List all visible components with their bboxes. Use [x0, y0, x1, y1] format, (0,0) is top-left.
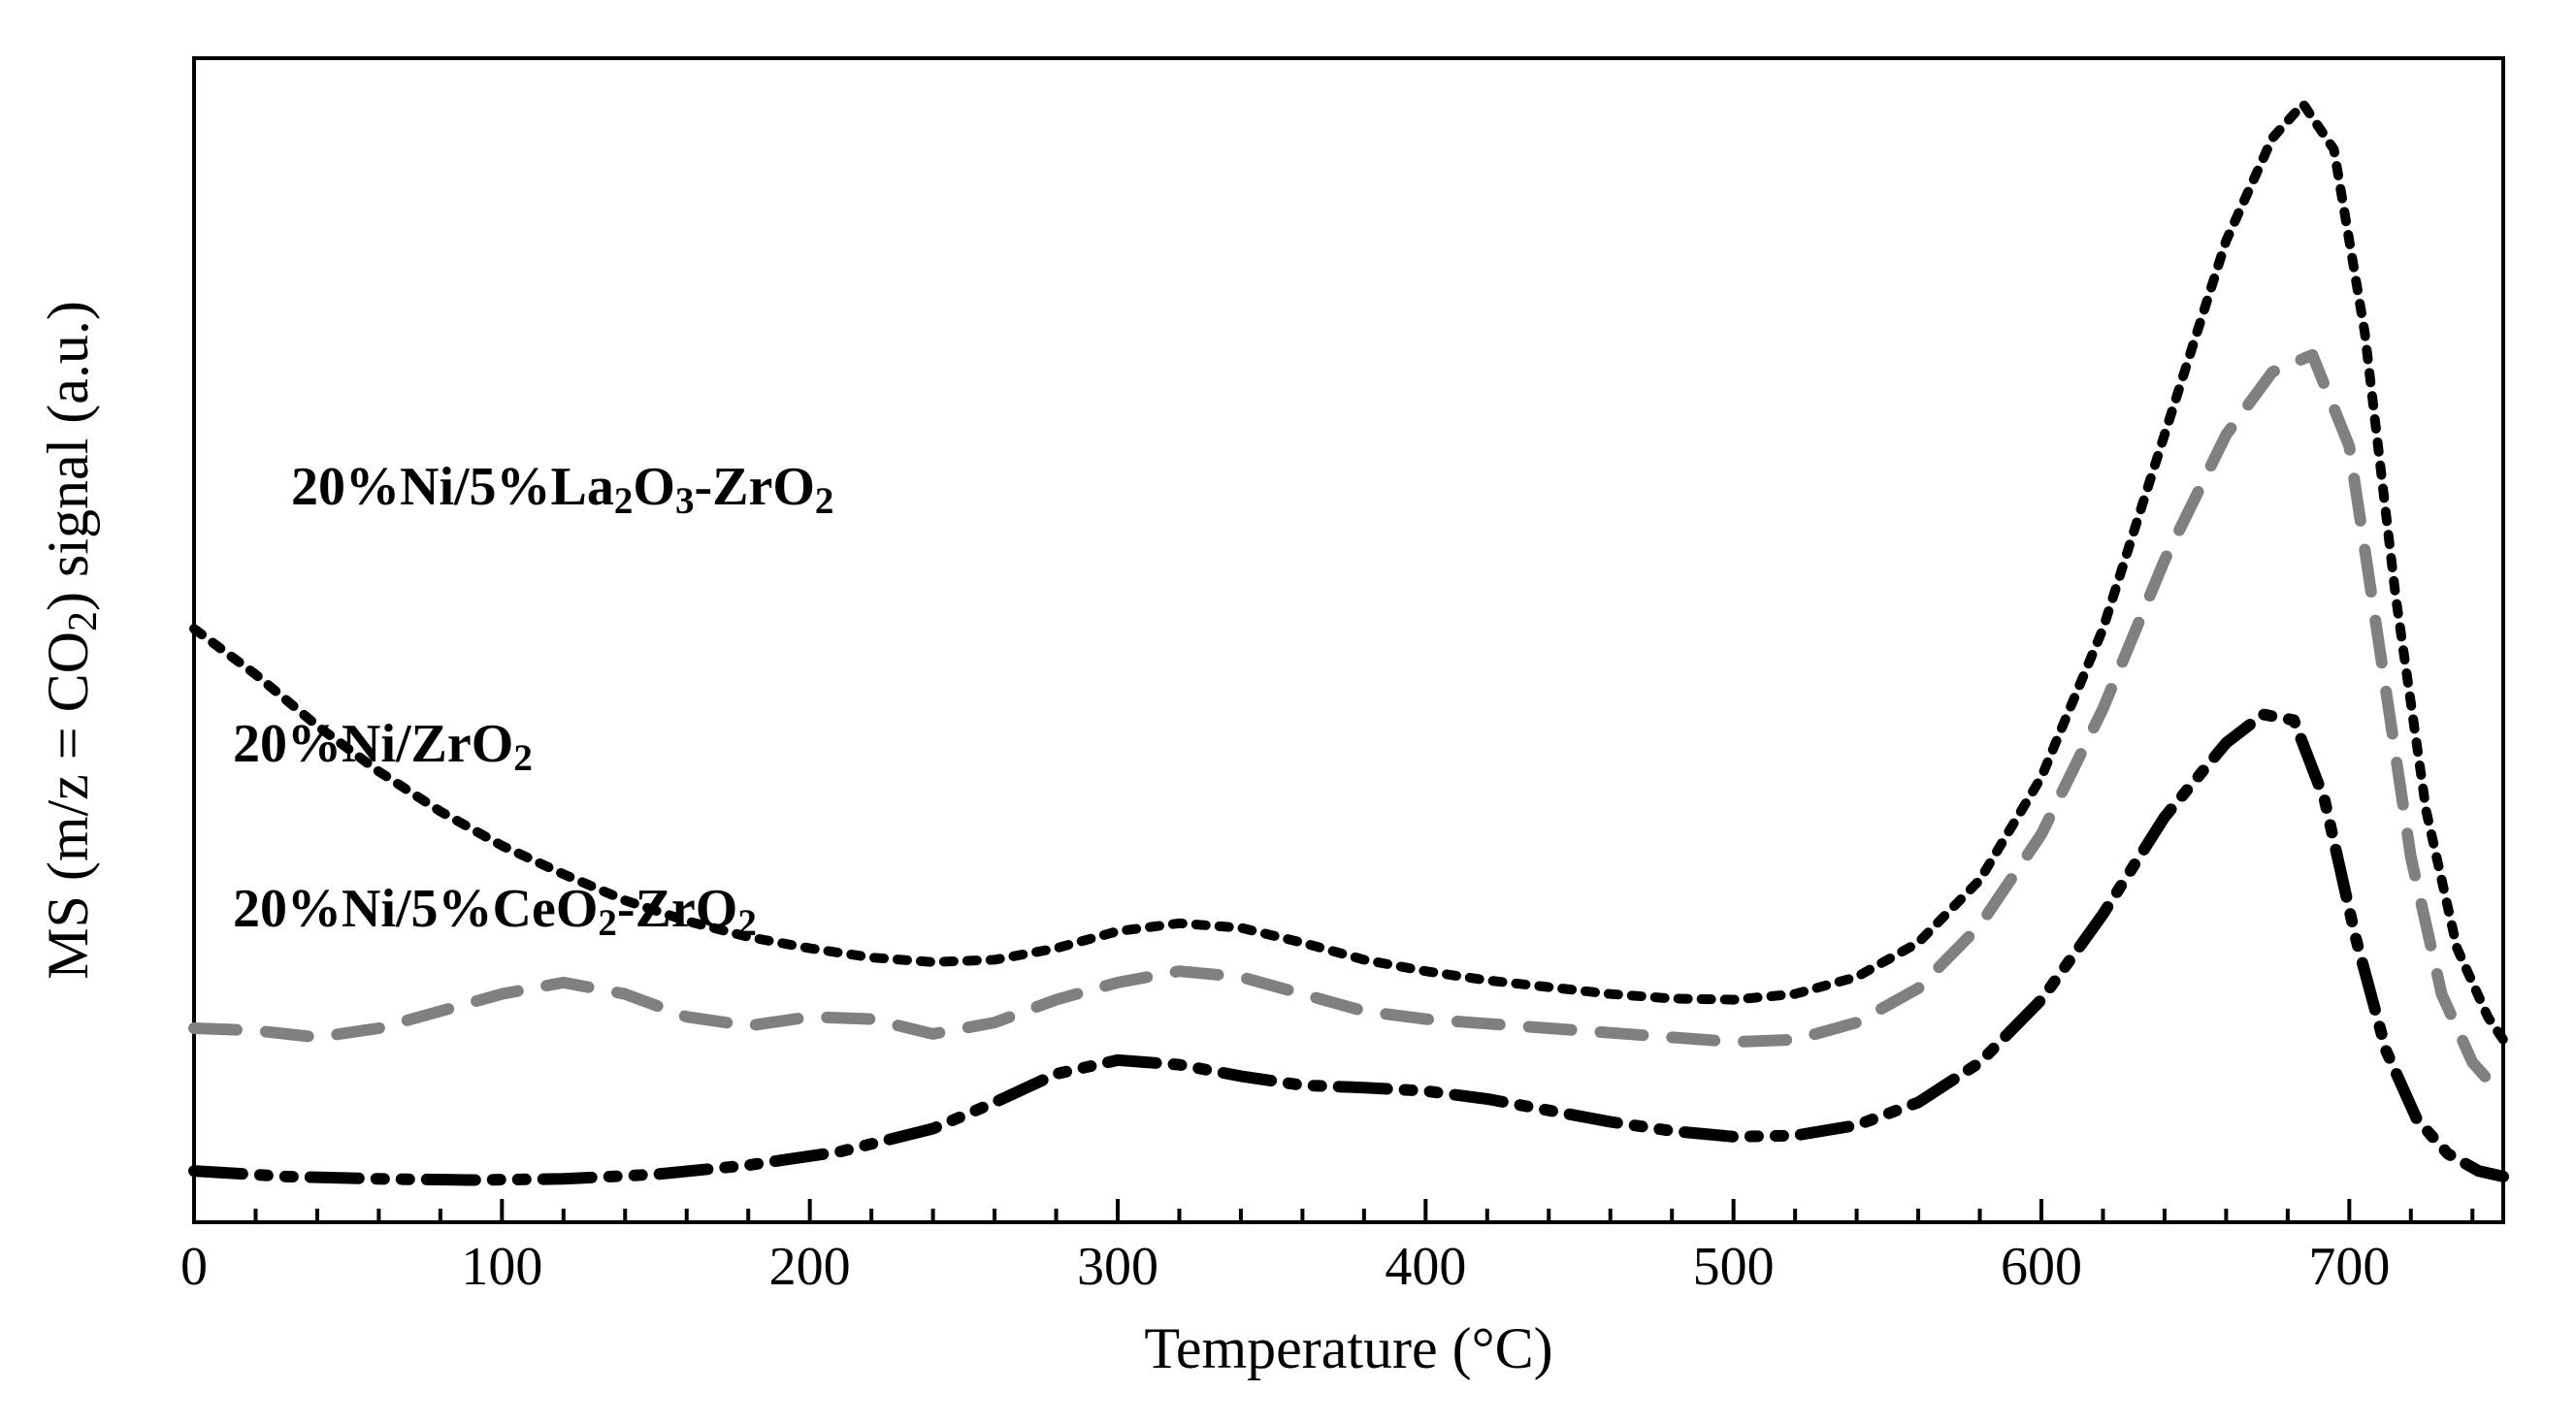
x-tick-label: 100 [461, 1237, 542, 1297]
figure-container: 0 100 200 300 400 500 600 700 Temperature (°C) MS… [0, 0, 2576, 1424]
x-tick-label: 300 [1077, 1237, 1158, 1297]
series-label-ceo2_zro2: 20%Ni/5%CeO2-ZrO2 [233, 879, 757, 944]
x-axis-label: Temperature (°C) [1144, 1316, 1552, 1380]
x-tick-label: 500 [1693, 1237, 1775, 1297]
x-tick-label: 0 [180, 1237, 208, 1297]
x-tick-label: 400 [1385, 1237, 1466, 1297]
tpo-co2-chart: 0 100 200 300 400 500 600 700 Temperature (°C) MS… [0, 0, 2576, 1424]
series-label-zro2: 20%Ni/ZrO2 [233, 714, 533, 779]
y-axis-label: MS (m/z = CO2) signal (a.u.) [36, 301, 106, 980]
x-tick-label: 200 [769, 1237, 851, 1297]
series-label-la2o3_zro2: 20%Ni/5%La2O3-ZrO2 [291, 457, 833, 522]
series-ceo2_zro2 [194, 715, 2503, 1181]
x-tick-label: 700 [2308, 1237, 2390, 1297]
plot-border [194, 58, 2503, 1222]
x-tick-label: 600 [2001, 1237, 2082, 1297]
